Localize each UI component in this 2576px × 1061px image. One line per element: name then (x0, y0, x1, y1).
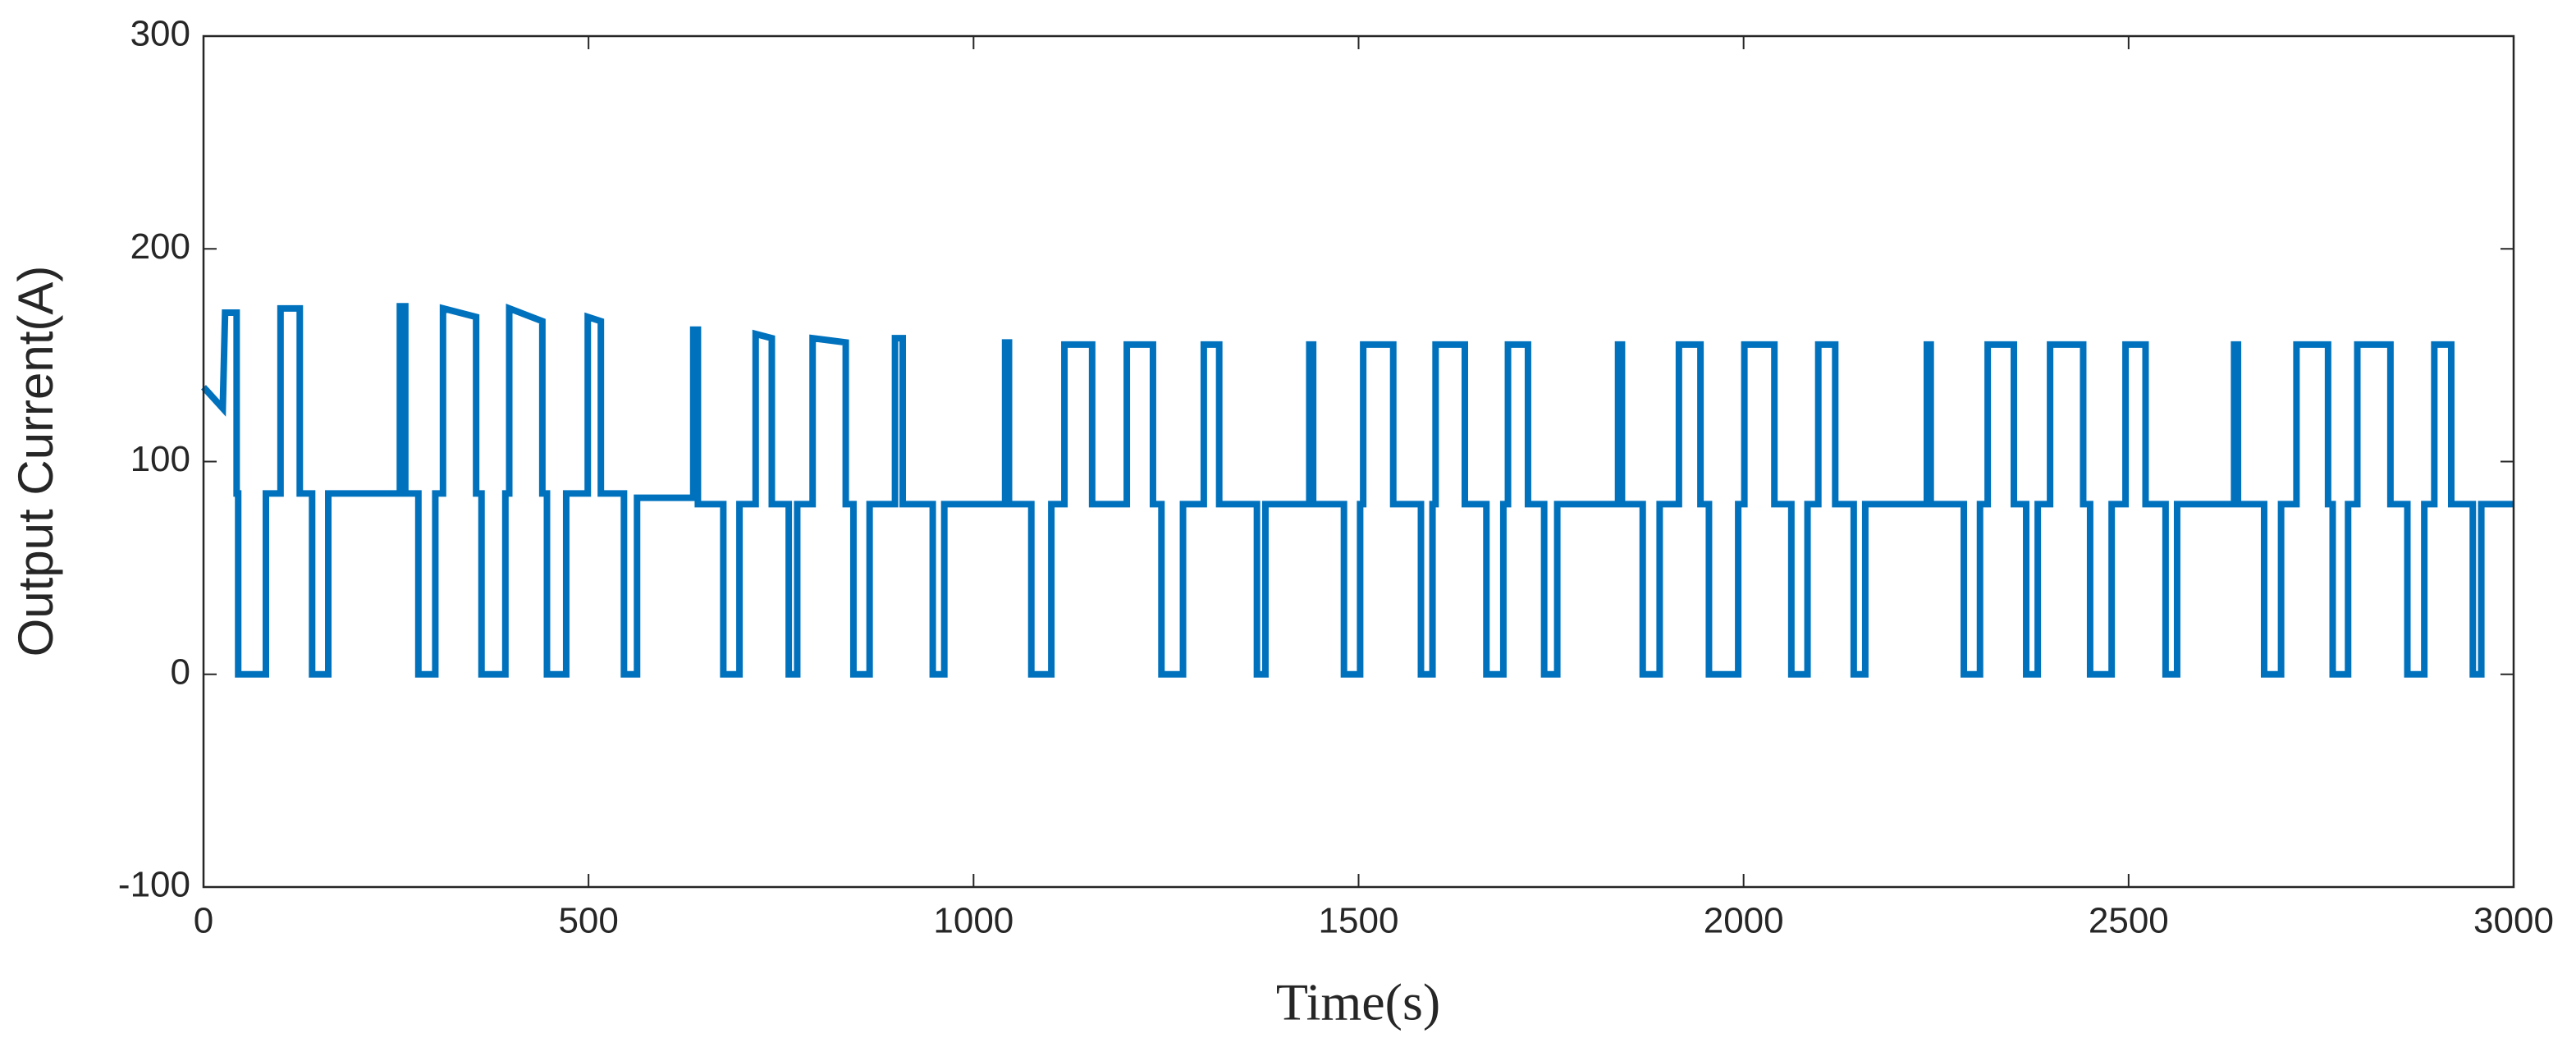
y-tick-label: 200 (130, 226, 190, 267)
data-line (201, 303, 2514, 678)
x-tick-label: 0 (194, 901, 213, 941)
y-tick-label: 100 (130, 439, 190, 479)
y-tick-label: 0 (171, 652, 190, 692)
x-tick-label: 2500 (2089, 901, 2169, 941)
x-axis-label: Time(s) (1276, 973, 1440, 1031)
y-tick-label: 300 (130, 14, 190, 54)
y-tick-label: -100 (118, 865, 190, 905)
x-tick-label: 3000 (2473, 901, 2554, 941)
x-tick-label: 2000 (1704, 901, 1784, 941)
x-tick-label: 1500 (1319, 901, 1399, 941)
x-tick-label: 500 (558, 901, 618, 941)
plot-frame (202, 34, 2515, 889)
y-axis-label: Output Current(A) (8, 266, 63, 657)
x-tick-label: 1000 (933, 901, 1013, 941)
